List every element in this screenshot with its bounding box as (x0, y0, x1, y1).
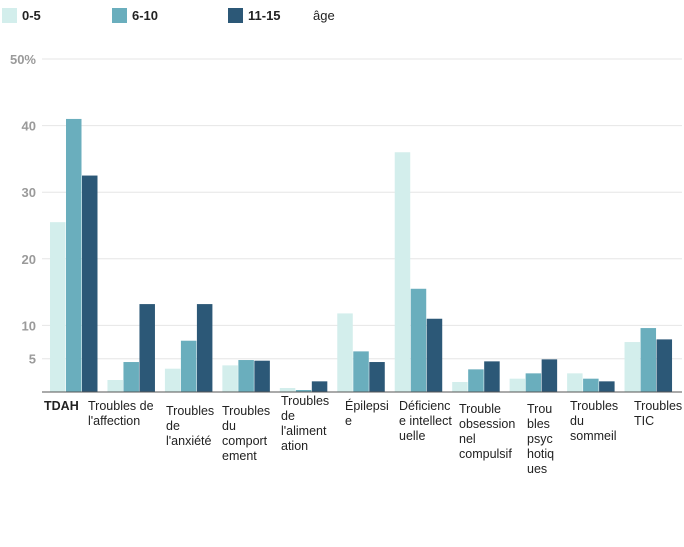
y-tick-label: 5 (29, 352, 36, 367)
bar (369, 362, 385, 392)
x-category-label: ation (281, 439, 308, 453)
x-category-label: obsession (459, 417, 515, 431)
bar (452, 382, 468, 392)
legend-item-11-15: 11-15 (228, 8, 281, 23)
legend-item-0-5: 0-5 (2, 8, 41, 23)
bar (567, 373, 583, 392)
x-category-label: Troubles (166, 404, 214, 418)
bar (640, 328, 657, 392)
legend-swatch-6-10 (112, 8, 127, 23)
legend-swatch-0-5 (2, 8, 17, 23)
x-category-label: sommeil (570, 429, 617, 443)
legend-unit-label: âge (313, 8, 335, 23)
bar (123, 362, 139, 392)
bar (254, 360, 270, 392)
x-category-label: Déficienc (399, 399, 450, 413)
x-category-label: du (222, 419, 236, 433)
y-tick-label: 20 (22, 252, 36, 267)
x-category-label: Troubles (570, 399, 618, 413)
x-category-label: Troubles (634, 399, 682, 413)
bar (509, 378, 526, 392)
x-category-label: e intellect (399, 414, 452, 428)
bar (295, 390, 312, 392)
x-category-label: hotiq (527, 447, 554, 461)
x-category-label: ues (527, 462, 547, 476)
bar (468, 369, 484, 392)
bar (624, 342, 641, 392)
x-category-label: Troubles (281, 394, 329, 408)
x-category-label: du (570, 414, 584, 428)
bar (353, 351, 369, 392)
legend-swatch-11-15 (228, 8, 243, 23)
bar (164, 368, 181, 392)
bar (180, 340, 197, 392)
x-category-label: comport (222, 434, 268, 448)
y-tick-label: 40 (22, 119, 36, 134)
bar (599, 381, 615, 392)
legend-label-0-5: 0-5 (22, 8, 41, 23)
bar (484, 361, 500, 392)
bar (394, 152, 411, 392)
bar (311, 381, 328, 392)
bar (50, 222, 66, 392)
x-category-label: Trou (527, 402, 552, 416)
bar (196, 304, 213, 392)
x-category-label: psyc (527, 432, 553, 446)
x-category-label: nel (459, 432, 476, 446)
x-category-label: Épilepsi (345, 398, 389, 413)
x-category-label: e (345, 414, 352, 428)
x-category-label: l'affection (88, 414, 140, 428)
x-category-label: l'anxiété (166, 434, 212, 448)
legend-label-11-15: 11-15 (248, 8, 281, 23)
bar (337, 313, 353, 392)
legend-item-6-10: 6-10 (112, 8, 158, 23)
y-tick-label: 30 (22, 185, 36, 200)
x-category-label: l'aliment (281, 424, 327, 438)
bar (139, 304, 155, 392)
y-tick-label: 50% (10, 52, 36, 67)
bar (541, 359, 558, 392)
x-category-label: Trouble (459, 402, 501, 416)
x-category-label: TDAH (44, 399, 79, 413)
x-category-label: uelle (399, 429, 425, 443)
bar (410, 288, 427, 392)
bar (583, 378, 599, 392)
x-category-label: Troubles (222, 404, 270, 418)
x-category-label: de (166, 419, 180, 433)
x-category-label: TIC (634, 414, 654, 428)
x-category-label: bles (527, 417, 550, 431)
bar (656, 339, 673, 392)
bar (82, 175, 98, 392)
x-category-label: de (281, 409, 295, 423)
bar (279, 388, 296, 392)
bar (238, 360, 254, 392)
y-tick-label: 10 (22, 318, 36, 333)
x-category-label: compulsif (459, 447, 512, 461)
x-category-label: Troubles de (88, 399, 154, 413)
bar (107, 380, 123, 392)
bar (222, 365, 238, 392)
bar (525, 373, 542, 392)
bar (66, 118, 82, 392)
chart-legend: 0-5 6-10 11-15 âge (0, 8, 684, 28)
bar (426, 318, 443, 392)
legend-label-6-10: 6-10 (132, 8, 159, 23)
x-category-label: ement (222, 449, 257, 463)
